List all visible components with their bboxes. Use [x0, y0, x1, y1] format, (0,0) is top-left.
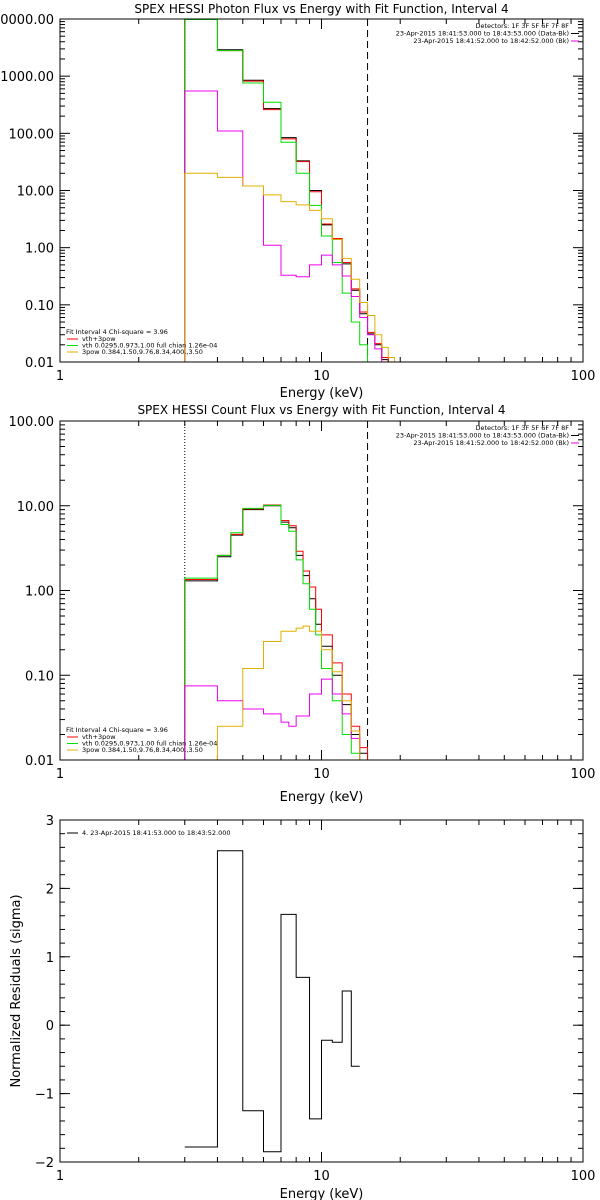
y-tick-label: 1: [46, 951, 54, 966]
x-axis-label: Energy (keV): [280, 790, 364, 805]
y-tick-label: 1.00: [25, 585, 54, 600]
y-tick-label: 2: [46, 882, 54, 897]
plot-frame: [59, 18, 584, 363]
series-line-2: [184, 19, 369, 362]
y-tick-label: 100.00: [9, 127, 55, 142]
x-tick-label: 100: [571, 369, 596, 384]
series-group: [184, 19, 401, 362]
y-tick-label: 10.00: [17, 500, 54, 515]
y-tick-label: −2: [35, 1156, 54, 1171]
legend-label: vth+3pow: [82, 733, 116, 741]
legend: 4. 23-Apr-2015 18:41:53.000 to 18:43:52.…: [67, 829, 231, 837]
photon-panel: SPEX HESSI Photon Flux vs Energy with Fi…: [0, 2, 595, 401]
x-tick-label: 100: [571, 1169, 596, 1184]
chart-title: SPEX HESSI Photon Flux vs Energy with Fi…: [134, 2, 508, 16]
legend: Fit Interval 4 Chi-square = 3.96vth+3pow…: [66, 726, 217, 754]
series-line-3: [184, 678, 369, 760]
header-text-line: Detectors: 1F 3F 5F 6F 7F 8F: [475, 424, 569, 432]
y-axis: 0.01 0.10 1.00 10.00 100.00 1000.00 10000.00: [0, 13, 583, 371]
series-line-3: [184, 90, 389, 362]
y-tick-label: 10.00: [17, 185, 54, 200]
x-tick-label: 1: [56, 369, 64, 384]
series-line-4: [184, 172, 401, 362]
y-tick-label: 0.01: [25, 356, 54, 371]
y-tick-label: 100.00: [9, 415, 55, 430]
y-tick-label: −1: [35, 1088, 54, 1103]
series-line-0: [184, 505, 369, 760]
y-axis: −2 −1 0 1 2 3 Normalized Residuals (sigma): [9, 814, 583, 1171]
y-tick-label: 10000.00: [0, 13, 54, 28]
header-text-line: 23-Apr-2015 18:41:53.000 to 18:43:53.000…: [396, 30, 569, 38]
count-panel: SPEX HESSI Count Flux vs Energy with Fit…: [9, 403, 596, 805]
x-tick-label: 1: [56, 1169, 64, 1184]
x-axis: 1 10 100 Energy (keV): [56, 421, 596, 805]
header-text-line: 23-Apr-2015 18:41:52.000 to 18:42:52.000…: [413, 439, 569, 447]
y-tick-label: 1000.00: [0, 70, 54, 85]
x-tick-label: 10: [313, 767, 330, 782]
series-line-4: [184, 625, 369, 760]
legend-label: 3pow 0.384,1.50,9.76,8.34,400.,3.50: [82, 348, 203, 356]
y-axis: 0.01 0.10 1.00 10.00 100.00: [9, 415, 583, 769]
legend-label: vth+3pow: [82, 335, 116, 343]
series-line-1: [184, 504, 369, 760]
y-tick-label: 1.00: [25, 242, 54, 257]
y-tick-label: 3: [46, 814, 54, 829]
plot-frame: [59, 819, 584, 1163]
x-tick-label: 1: [56, 767, 64, 782]
y-tick-label: 0.10: [25, 299, 54, 314]
residuals-panel: 1 10 100 Energy (keV) −2 −1 0 1 2 3 Normalized Res…: [9, 814, 595, 1200]
x-axis-label: Energy (keV): [280, 1187, 364, 1200]
legend-label: vth 0.0295,0.973,1.00 full chian 1.26e-0…: [82, 740, 217, 748]
x-axis: 1 10 100 Energy (keV): [56, 820, 596, 1200]
legend-label: 4. 23-Apr-2015 18:41:53.000 to 18:43:52.…: [82, 829, 231, 837]
header-text-line: 23-Apr-2015 18:41:53.000 to 18:43:53.000…: [396, 432, 569, 440]
legend-label: 3pow 0.384,1.50,9.76,8.34,400.,3.50: [82, 746, 203, 754]
header-text-line: 23-Apr-2015 18:41:52.000 to 18:42:52.000…: [413, 37, 569, 45]
x-tick-label: 10: [313, 369, 330, 384]
y-tick-label: 0.10: [25, 669, 54, 684]
legend-title: Fit Interval 4 Chi-square = 3.96: [66, 328, 168, 336]
legend-label: vth 0.0295,0.973,1.00 full chian 1.26e-0…: [82, 342, 217, 350]
series-group: [184, 504, 369, 760]
y-tick-label: 0: [46, 1019, 54, 1034]
chart-title: SPEX HESSI Count Flux vs Energy with Fit…: [137, 403, 505, 417]
header-text-line: Detectors: 1F 3F 5F 6F 7F 8F: [475, 22, 569, 30]
series-line-2: [184, 504, 361, 760]
x-tick-label: 100: [571, 767, 596, 782]
plot-frame: [59, 420, 584, 761]
y-tick-label: 0.01: [25, 754, 54, 769]
series-line-0: [184, 850, 360, 1153]
legend: Fit Interval 4 Chi-square = 3.96vth+3pow…: [66, 328, 217, 356]
legend-title: Fit Interval 4 Chi-square = 3.96: [66, 726, 168, 734]
x-axis-label: Energy (keV): [280, 386, 364, 401]
x-tick-label: 10: [313, 1169, 330, 1184]
y-axis-label: Normalized Residuals (sigma): [9, 894, 24, 1087]
series-group: [184, 850, 360, 1153]
